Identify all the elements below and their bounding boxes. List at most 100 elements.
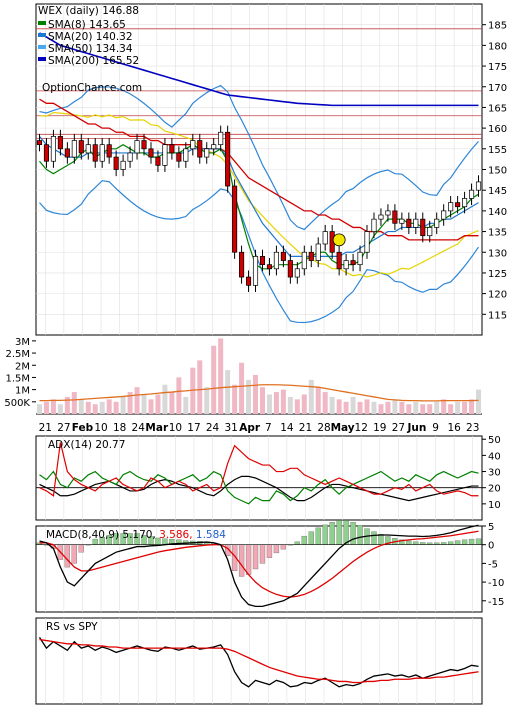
candle-body bbox=[273, 251, 279, 270]
candle-body bbox=[239, 251, 245, 278]
volume-bar bbox=[385, 401, 391, 414]
volume-bar bbox=[364, 399, 370, 414]
sma50-line bbox=[39, 98, 479, 241]
candle-body bbox=[245, 276, 252, 286]
candle-body bbox=[413, 218, 419, 228]
candle-body bbox=[399, 218, 405, 224]
candle-body bbox=[468, 189, 475, 199]
macd-histogram-bar bbox=[447, 541, 454, 545]
volume-bar bbox=[134, 387, 140, 414]
volume-bar bbox=[99, 401, 105, 414]
volume-bar bbox=[71, 392, 77, 414]
volume-bar bbox=[413, 401, 419, 414]
volume-bar bbox=[92, 404, 98, 414]
bollinger-lower-line bbox=[39, 180, 480, 324]
x-tick-label: 23 bbox=[466, 422, 479, 434]
macd-histogram-bar bbox=[343, 520, 349, 545]
macd-histogram-bar bbox=[245, 544, 252, 575]
price-tick-label: 160 bbox=[488, 124, 507, 135]
candle-body bbox=[204, 148, 210, 158]
candle-body bbox=[441, 210, 447, 220]
macd-panel: -15 -10 -5 0 5 MACD(8,40,9) 5.170, 3.586, 1.5… bbox=[35, 520, 504, 613]
macd-histogram-bar bbox=[266, 544, 273, 558]
price-tick-label: 140 bbox=[488, 207, 507, 218]
price-tick-label: 130 bbox=[488, 248, 507, 259]
x-tick-label: Apr bbox=[239, 422, 261, 434]
candle-body bbox=[162, 144, 168, 166]
x-tick-label: 24 bbox=[206, 422, 220, 434]
candle-body bbox=[218, 131, 224, 146]
volume-bar bbox=[378, 404, 384, 414]
candle-body bbox=[190, 140, 196, 150]
adx-panel: 10 20 30 40 50 ADX(14) 20.77 bbox=[35, 435, 501, 521]
candle-body bbox=[113, 156, 119, 170]
volume-bar bbox=[211, 345, 217, 414]
volume-bar bbox=[371, 401, 377, 414]
candle-body bbox=[364, 231, 370, 253]
macd-histogram-bar bbox=[420, 542, 426, 545]
legend-label: SMA(200) 165.52 bbox=[48, 55, 139, 67]
volume-bar bbox=[85, 401, 91, 414]
macd-title-value: 5.170, bbox=[122, 529, 159, 541]
macd-tick-label: -5 bbox=[488, 559, 498, 570]
price-tick-label: 145 bbox=[488, 186, 507, 197]
x-tick-label: 27 bbox=[392, 422, 405, 434]
volume-bar bbox=[232, 384, 238, 414]
macd-histogram-bar bbox=[322, 524, 328, 545]
macd-histogram-bar bbox=[78, 544, 84, 553]
x-tick-label: 7 bbox=[265, 422, 272, 434]
bollinger-upper-line bbox=[39, 84, 479, 231]
price-tick-label: 155 bbox=[488, 145, 507, 156]
legend-label: SMA(20) 140.32 bbox=[48, 31, 133, 43]
price-tick-label: 120 bbox=[488, 290, 507, 301]
price-tick-label: 170 bbox=[488, 83, 507, 94]
candle-body bbox=[106, 144, 112, 158]
macd-tick-label: -10 bbox=[488, 578, 504, 589]
candle-body bbox=[148, 148, 154, 158]
macd-histogram-bar bbox=[371, 531, 377, 545]
legend-swatch bbox=[38, 33, 46, 37]
volume-bar bbox=[36, 404, 42, 414]
macd-histogram-bar bbox=[280, 544, 287, 550]
volume-tick-label: 1.5M bbox=[5, 373, 30, 384]
candle-body bbox=[197, 140, 203, 158]
volume-bar bbox=[427, 404, 433, 414]
candle-body bbox=[357, 251, 363, 266]
rs-frame bbox=[35, 617, 483, 705]
macd-histogram-bar bbox=[350, 522, 356, 545]
price-tick-label: 180 bbox=[488, 41, 507, 52]
volume-bar bbox=[392, 399, 398, 414]
x-tick-label: 21 bbox=[299, 422, 312, 434]
volume-average-line bbox=[39, 384, 479, 402]
macd-tick-label: 0 bbox=[488, 541, 494, 552]
x-tick-label: May bbox=[331, 422, 355, 434]
volume-bar bbox=[448, 404, 454, 414]
volume-bar bbox=[469, 399, 475, 414]
candle-body bbox=[43, 144, 50, 162]
volume-bar bbox=[78, 399, 84, 414]
candle-body bbox=[287, 260, 293, 278]
volume-tick-label: 1M bbox=[15, 386, 30, 397]
candle-body bbox=[462, 198, 468, 208]
x-tick-label: 10 bbox=[94, 422, 107, 434]
volume-bar bbox=[259, 387, 265, 414]
candle-body bbox=[434, 218, 440, 228]
candle-body bbox=[392, 210, 398, 224]
macd-histogram-bar bbox=[336, 520, 342, 545]
volume-bar bbox=[266, 394, 272, 414]
volume-bar bbox=[441, 399, 447, 414]
x-tick-label: 12 bbox=[355, 422, 368, 434]
macd-histogram-bar bbox=[273, 544, 280, 554]
candle-body bbox=[64, 148, 70, 158]
candle-body bbox=[455, 202, 461, 208]
macd-histogram-bar bbox=[454, 540, 461, 545]
price-tick-label: 125 bbox=[488, 269, 507, 280]
candle-body bbox=[378, 214, 384, 220]
macd-title-value: 1.584 bbox=[196, 529, 226, 541]
volume-bar bbox=[113, 401, 119, 414]
macd-histogram-bar bbox=[71, 544, 77, 564]
volume-bar bbox=[357, 401, 363, 414]
candle-body bbox=[475, 181, 482, 191]
candle-body bbox=[183, 148, 189, 162]
